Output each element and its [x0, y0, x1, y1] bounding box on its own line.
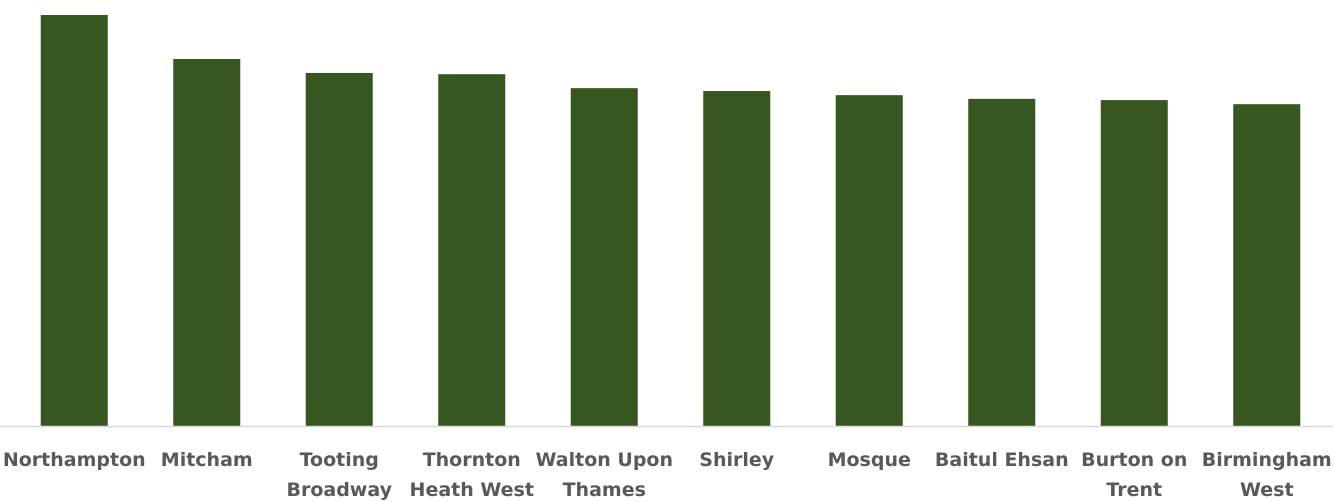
x-tick-label-5: Shirley — [699, 449, 774, 471]
bar-8 — [1100, 100, 1168, 427]
x-tick-label-0: Northampton — [3, 449, 146, 471]
x-tick-label-line: Mosque — [828, 449, 911, 471]
x-tick-label-9: Birmingham West — [1202, 449, 1332, 501]
bar-2 — [305, 72, 373, 427]
x-tick-label-line: Shirley — [699, 449, 774, 471]
x-tick-label-3: Thornton Heath West — [410, 449, 534, 501]
bar-0 — [40, 15, 108, 426]
x-tick-label-line: Mitcham — [161, 449, 253, 471]
x-tick-label-line: Burton on — [1081, 449, 1187, 471]
x-tick-label-2: Tooting Broadway — [286, 449, 392, 501]
x-tick-labels: Northampton Mitcham Tooting Broadway Thornto… — [3, 449, 1332, 501]
x-tick-label-4: Walton Upon Thames — [536, 449, 674, 501]
bar-6 — [835, 95, 903, 427]
x-tick-label-1: Mitcham — [161, 449, 253, 471]
x-tick-label-line: West — [1240, 479, 1294, 501]
x-tick-label-line: Broadway — [286, 479, 392, 501]
x-tick-label-line: Birmingham — [1202, 449, 1332, 471]
bar-4 — [570, 88, 638, 427]
x-tick-label-line: Thames — [563, 479, 646, 501]
x-tick-label-line: Tooting — [300, 449, 379, 471]
x-tick-label-8: Burton on Trent — [1081, 449, 1187, 501]
bars-group — [40, 15, 1301, 427]
bar-9 — [1233, 104, 1301, 426]
x-tick-label-line: Heath West — [410, 479, 534, 501]
x-tick-label-7: Baitul Ehsan — [935, 449, 1069, 471]
bar-5 — [703, 91, 771, 426]
bar-3 — [438, 74, 506, 427]
x-tick-label-line: Walton Upon — [536, 449, 674, 471]
x-tick-label-6: Mosque — [828, 449, 911, 471]
x-tick-label-line: Northampton — [3, 449, 146, 471]
x-tick-label-line: Baitul Ehsan — [935, 449, 1069, 471]
x-tick-label-line: Thornton — [423, 449, 521, 471]
bar-1 — [173, 58, 241, 427]
bar-7 — [968, 98, 1036, 427]
x-tick-label-line: Trent — [1106, 479, 1162, 501]
